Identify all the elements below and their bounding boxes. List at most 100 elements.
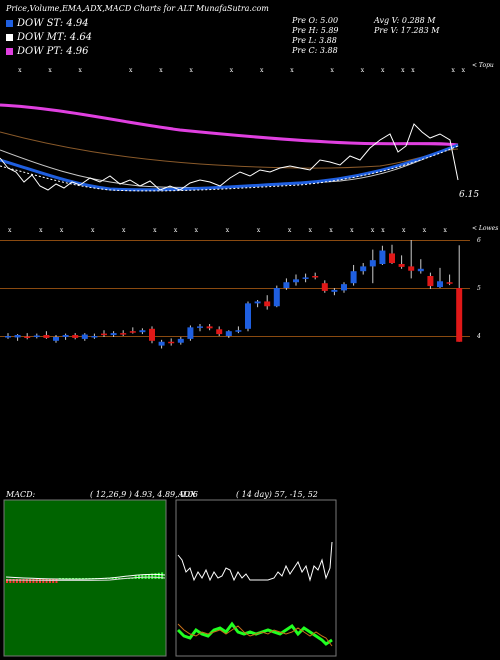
candle-body xyxy=(120,333,127,335)
price-marker: x xyxy=(153,227,157,234)
price-marker: x xyxy=(309,227,313,234)
ema-marker: x xyxy=(331,67,335,74)
macd-bar xyxy=(12,579,15,583)
candle-body xyxy=(14,335,21,338)
candle-body xyxy=(158,341,165,346)
candle-body xyxy=(379,250,386,264)
pre-volume: Pre V: 17.283 M xyxy=(374,26,440,35)
price-close-line xyxy=(0,123,459,191)
ema-marker: x xyxy=(79,67,83,74)
ema-marker: x xyxy=(381,67,385,74)
candle-body xyxy=(91,336,98,338)
macd-params: ( 12,26,9 ) 4.93, 4.89, 0.06 xyxy=(90,490,199,499)
candle-body xyxy=(254,301,261,304)
ema-marker: x xyxy=(129,67,133,74)
macd-bar xyxy=(144,574,147,579)
ema-marker: x xyxy=(361,67,365,74)
candle-body xyxy=(302,277,309,279)
ema-marker: x xyxy=(462,67,466,74)
price-marker: x xyxy=(39,227,43,234)
candle-body xyxy=(177,338,184,343)
macd-bar xyxy=(9,579,12,583)
candle-body xyxy=(331,289,338,292)
macd-bar xyxy=(42,579,45,583)
price-marker: x xyxy=(91,227,95,234)
candle-body xyxy=(216,329,223,335)
macd-bar xyxy=(131,578,134,579)
candle-body xyxy=(417,268,424,272)
ema-marker: x xyxy=(230,67,234,74)
macd-bar xyxy=(29,579,32,583)
ema-mid-line xyxy=(0,131,459,169)
pre-low: Pre L: 3.88 xyxy=(292,36,337,45)
ema-marker: x xyxy=(452,67,456,74)
macd-bar xyxy=(19,579,22,583)
legend-label: DOW ST: 4.94 xyxy=(17,18,89,29)
ema-marker: x xyxy=(159,67,163,74)
legend-dow-st: DOW ST: 4.94 xyxy=(6,18,89,29)
candle-body xyxy=(389,253,395,264)
avg-volume: Avg V: 0.288 M xyxy=(374,16,436,25)
macd-bar xyxy=(85,578,88,579)
macd-bar xyxy=(141,574,144,579)
candle-body xyxy=(33,335,40,338)
ema-marker: x xyxy=(260,67,264,74)
candle-body xyxy=(139,330,146,333)
candle-body xyxy=(273,288,280,307)
candle-body xyxy=(225,331,232,336)
level-label-6: 6 xyxy=(477,237,481,244)
price-marker: x xyxy=(443,227,447,234)
candle-body xyxy=(53,336,59,341)
candle-body xyxy=(293,279,299,283)
ema-marker: x xyxy=(290,67,294,74)
price-marker: x xyxy=(381,227,385,234)
adx-line xyxy=(177,541,333,582)
legend-swatch-icon xyxy=(6,34,13,41)
macd-bar xyxy=(75,578,78,579)
macd-bar xyxy=(25,579,28,583)
price-marker: x xyxy=(226,227,230,234)
candle-body xyxy=(62,335,69,337)
adx-title: ADX xyxy=(178,490,196,499)
candle-body xyxy=(360,266,367,272)
price-marker: x xyxy=(174,227,178,234)
price-marker: x xyxy=(402,227,406,234)
pre-high: Pre H: 5.89 xyxy=(292,26,339,35)
macd-bar xyxy=(138,575,140,579)
level-label-4: 4 xyxy=(477,333,481,340)
price-marker: x xyxy=(329,227,333,234)
macd-bar xyxy=(39,579,41,583)
chart-title: Price,Volume,EMA,ADX,MACD Charts for ALT… xyxy=(6,4,269,13)
macd-bar xyxy=(147,574,150,579)
pre-close: Pre C: 3.88 xyxy=(292,46,338,55)
candle-body xyxy=(101,333,107,336)
ema-corner-label: < Topu xyxy=(472,62,494,69)
price-marker: x xyxy=(423,227,427,234)
macd-bar xyxy=(72,578,74,579)
candle-body xyxy=(197,326,203,328)
candle-body xyxy=(446,282,453,284)
level-label-5: 5 xyxy=(477,285,481,292)
candles-group xyxy=(5,240,463,349)
ema-marker: x xyxy=(411,67,415,74)
legend-swatch-icon xyxy=(6,48,13,55)
macd-bar xyxy=(68,578,71,579)
macd-bar xyxy=(157,572,160,579)
legend-label: DOW PT: 4.96 xyxy=(17,46,89,57)
candle-body xyxy=(110,333,117,336)
macd-bar xyxy=(48,579,51,583)
ema-long-line xyxy=(0,103,459,147)
candle-body xyxy=(81,334,88,339)
candle-body xyxy=(427,276,434,287)
price-marker: x xyxy=(288,227,292,234)
legend-swatch-icon xyxy=(6,20,13,27)
candle-body xyxy=(149,328,155,341)
candle-body xyxy=(369,260,376,267)
candle-body xyxy=(206,326,213,329)
candle-body xyxy=(24,336,31,338)
candle-body xyxy=(168,341,175,344)
candle-body xyxy=(341,284,347,291)
